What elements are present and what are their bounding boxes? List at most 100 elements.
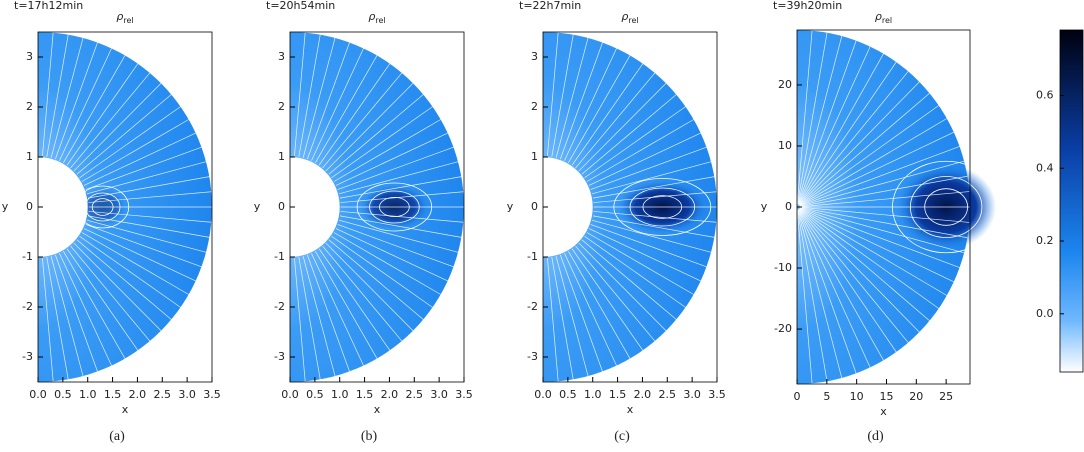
field-line <box>81 119 189 182</box>
field-line <box>799 160 965 207</box>
colorbar-tick-label: 0.6 <box>1036 88 1054 101</box>
caption: (b) <box>361 429 378 444</box>
field-line <box>55 254 98 372</box>
panel: 0 5 10 15 20 25 -20 -10 0 10 20 t=39h20min ρrel x y (d) <box>761 0 1001 444</box>
contour-loop <box>91 198 114 216</box>
y-tick-label: -1 <box>274 250 285 263</box>
field-line <box>42 32 54 157</box>
x-tick-label: 1.0 <box>79 388 97 401</box>
x-tick-label: 2.5 <box>154 388 172 401</box>
field-line <box>325 83 414 172</box>
field-line <box>799 207 954 283</box>
y-tick-label: 10 <box>778 139 792 152</box>
hole <box>543 157 593 257</box>
y-tick-label: -3 <box>527 350 538 363</box>
field-line <box>294 32 306 157</box>
variable: ρ <box>368 10 375 23</box>
field-line <box>70 245 151 342</box>
y-tick-label: 1 <box>531 150 538 163</box>
field-line <box>315 55 378 164</box>
x-tick-label: 10 <box>850 390 864 403</box>
field-line <box>315 250 378 359</box>
y-tick-label: 20 <box>778 78 792 91</box>
field-line <box>46 257 69 380</box>
x-tick-label: 0.5 <box>54 388 72 401</box>
field-line <box>302 37 336 158</box>
field-line <box>584 235 686 308</box>
field-line <box>593 211 717 223</box>
field-line <box>79 235 181 308</box>
y-tick-label: 2 <box>26 100 33 113</box>
x-tick-label: 2.0 <box>634 388 652 401</box>
field-line <box>86 219 207 253</box>
field-line <box>50 256 84 377</box>
field-line <box>799 208 930 322</box>
variable-label: ρrel <box>875 10 892 25</box>
y-tick-label: 1 <box>278 150 285 163</box>
field-line <box>307 254 350 372</box>
field-line <box>568 55 631 164</box>
field-line <box>798 71 909 205</box>
x-tick-label: 3.0 <box>430 388 448 401</box>
x-tick-label: 3.5 <box>708 388 726 401</box>
field-line <box>322 72 403 169</box>
variable-subscript: rel <box>882 16 892 25</box>
field-line <box>798 209 897 353</box>
field-line <box>66 63 139 166</box>
field-line <box>63 55 126 164</box>
contour-loop <box>642 195 683 219</box>
field-line <box>591 219 712 253</box>
x-axis-label: x <box>880 405 887 418</box>
field-line <box>799 118 948 206</box>
field-line <box>575 245 656 342</box>
field-line <box>337 224 454 268</box>
field-line <box>42 257 54 382</box>
y-tick-label: 3 <box>26 50 33 63</box>
field-line <box>340 191 464 203</box>
field-line <box>799 207 968 239</box>
field-line <box>547 32 559 157</box>
y-tick-label: -1 <box>527 250 538 263</box>
field-line <box>592 176 715 199</box>
field-line <box>294 257 306 382</box>
field-line <box>76 239 172 320</box>
variable: ρ <box>116 10 123 23</box>
field-line <box>799 208 939 309</box>
field-line <box>325 242 414 331</box>
variable: ρ <box>875 10 882 23</box>
field-line <box>59 48 112 161</box>
caption: (a) <box>109 429 125 444</box>
contour-loop <box>356 182 433 232</box>
y-tick-label: 0 <box>785 200 792 213</box>
field-line <box>797 40 857 205</box>
x-tick-label: 0.5 <box>559 388 577 401</box>
field-line <box>799 146 960 207</box>
x-tick-label: 3.0 <box>178 388 196 401</box>
x-tick-label: 2.5 <box>659 388 677 401</box>
x-tick-label: 5 <box>823 390 830 403</box>
panel: 0.0 0.5 1.0 1.5 2.0 2.5 3.0 3.5 -3 -2 -1 0 1 2 3 t=20h5… <box>254 0 473 444</box>
field-line <box>798 81 920 206</box>
y-tick-label: -3 <box>274 350 285 363</box>
field-line <box>581 239 677 320</box>
field-line <box>318 63 391 166</box>
field-line <box>797 46 871 205</box>
x-tick-label: 1.5 <box>104 388 122 401</box>
field-line <box>796 210 813 384</box>
variable-label: ρrel <box>116 10 133 25</box>
x-axis-label: x <box>374 403 381 416</box>
field-line <box>590 224 707 268</box>
y-axis-label: y <box>2 200 9 213</box>
field-line <box>555 256 589 377</box>
field-line <box>73 83 162 172</box>
field-line <box>333 119 441 182</box>
field-line <box>591 161 712 195</box>
field-line <box>571 63 644 166</box>
hole <box>38 157 88 257</box>
field-line <box>322 245 403 342</box>
field-line <box>86 161 207 195</box>
field-line <box>328 239 424 320</box>
field-line <box>797 209 871 368</box>
field-line <box>798 208 920 333</box>
